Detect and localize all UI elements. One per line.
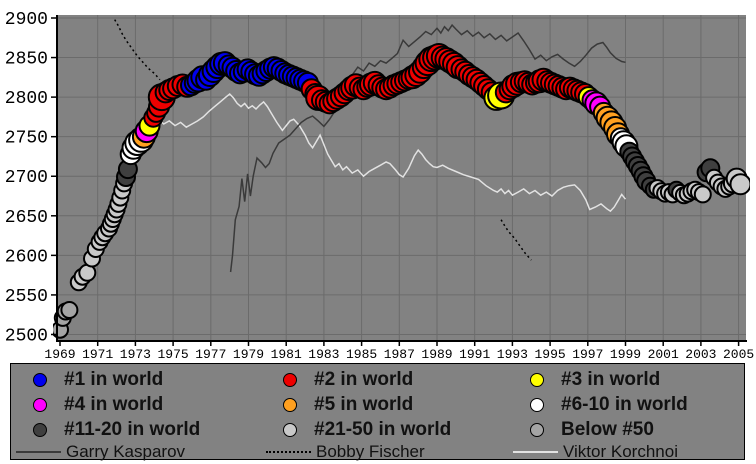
svg-text:2800: 2800 (5, 89, 48, 109)
legend-label: #3 in world (561, 368, 661, 390)
rank-2-marker-icon (283, 372, 297, 387)
svg-text:1975: 1975 (157, 347, 188, 361)
legend-item-rank-3: #3 in world (508, 369, 744, 391)
svg-text:1973: 1973 (120, 347, 151, 361)
legend-label: #11-20 in world (64, 418, 201, 440)
svg-text:1989: 1989 (421, 347, 452, 361)
rank-6-10-marker-icon (530, 397, 544, 412)
legend-label: #5 in world (314, 393, 414, 415)
legend-line-kasparov: Garry Kasparov (11, 442, 261, 462)
svg-text:2650: 2650 (5, 208, 48, 228)
rank-1-marker-icon (33, 372, 47, 387)
rank-4-marker-icon (33, 397, 47, 412)
svg-text:1991: 1991 (459, 347, 490, 361)
legend-label: #2 in world (314, 368, 414, 390)
rank-21-50-marker-icon (283, 422, 297, 437)
legend-item-rank-21-50: #21-50 in world (261, 419, 508, 441)
dotted-line-icon (266, 450, 311, 453)
legend-item-rank-1: #1 in world (11, 369, 261, 391)
legend-line-label: Bobby Fischer (316, 441, 425, 461)
legend-label: #21-50 in world (314, 418, 452, 440)
rank-5-marker-icon (283, 397, 297, 412)
plot-area (57, 15, 746, 341)
svg-text:1997: 1997 (572, 347, 603, 361)
axes (51, 15, 747, 346)
legend-item-rank-5: #5 in world (261, 394, 508, 416)
legend-line-label: Garry Kasparov (66, 441, 186, 461)
legend-label: Below #50 (561, 418, 654, 440)
rank-11-20-marker-icon (33, 422, 47, 437)
svg-text:2003: 2003 (685, 347, 716, 361)
svg-text:1993: 1993 (497, 347, 528, 361)
rating-chart: 1969 1971 1973 1975 1977 1979 1981 1983 1985 1987… (5, 10, 754, 361)
below-50-marker-icon (530, 422, 544, 437)
svg-text:2700: 2700 (5, 168, 48, 188)
fischer-line-segment-0 (114, 19, 161, 81)
svg-text:2600: 2600 (5, 247, 48, 267)
svg-text:1979: 1979 (233, 347, 264, 361)
kasparov-line (229, 23, 626, 273)
svg-text:2500: 2500 (5, 326, 48, 346)
svg-text:1999: 1999 (610, 347, 641, 361)
chart-legend: #1 in world #2 in world #3 in world #4 i… (10, 363, 745, 462)
svg-text:2900: 2900 (5, 10, 48, 30)
svg-text:1995: 1995 (534, 347, 565, 361)
korchnoi-line (152, 92, 627, 213)
legend-item-below-50: Below #50 (508, 419, 744, 441)
svg-text:1971: 1971 (82, 347, 113, 361)
y-axis-labels: 2500 2550 2600 2650 2700 2750 2800 2850 2900 (5, 10, 48, 346)
solid-line-icon (16, 450, 61, 453)
light-line-icon (513, 450, 558, 453)
svg-text:1987: 1987 (384, 347, 415, 361)
legend-label: #4 in world (64, 393, 164, 415)
legend-line-korchnoi: Viktor Korchnoi (508, 442, 744, 462)
legend-item-rank-4: #4 in world (11, 394, 261, 416)
fischer-line-segment-1 (500, 219, 532, 261)
svg-text:2550: 2550 (5, 287, 48, 307)
svg-text:1985: 1985 (346, 347, 377, 361)
legend-label: #1 in world (64, 368, 164, 390)
svg-text:1969: 1969 (44, 347, 75, 361)
svg-text:1981: 1981 (271, 347, 302, 361)
svg-text:2005: 2005 (723, 347, 754, 361)
svg-text:2001: 2001 (648, 347, 679, 361)
svg-text:1983: 1983 (308, 347, 339, 361)
rank-3-marker-icon (530, 372, 544, 387)
svg-text:2750: 2750 (5, 129, 48, 149)
legend-line-fischer: Bobby Fischer (261, 442, 508, 462)
x-axis-labels: 1969 1971 1973 1975 1977 1979 1981 1983 1985 1987… (44, 347, 754, 361)
legend-item-rank-11-20: #11-20 in world (11, 419, 261, 441)
legend-line-label: Viktor Korchnoi (563, 441, 678, 461)
legend-item-rank-6-10: #6-10 in world (508, 394, 744, 416)
rating-circles (53, 43, 750, 339)
svg-text:2850: 2850 (5, 50, 48, 70)
data-layer (53, 19, 750, 339)
legend-item-rank-2: #2 in world (261, 369, 508, 391)
legend-label: #6-10 in world (561, 393, 688, 415)
svg-text:1977: 1977 (195, 347, 226, 361)
